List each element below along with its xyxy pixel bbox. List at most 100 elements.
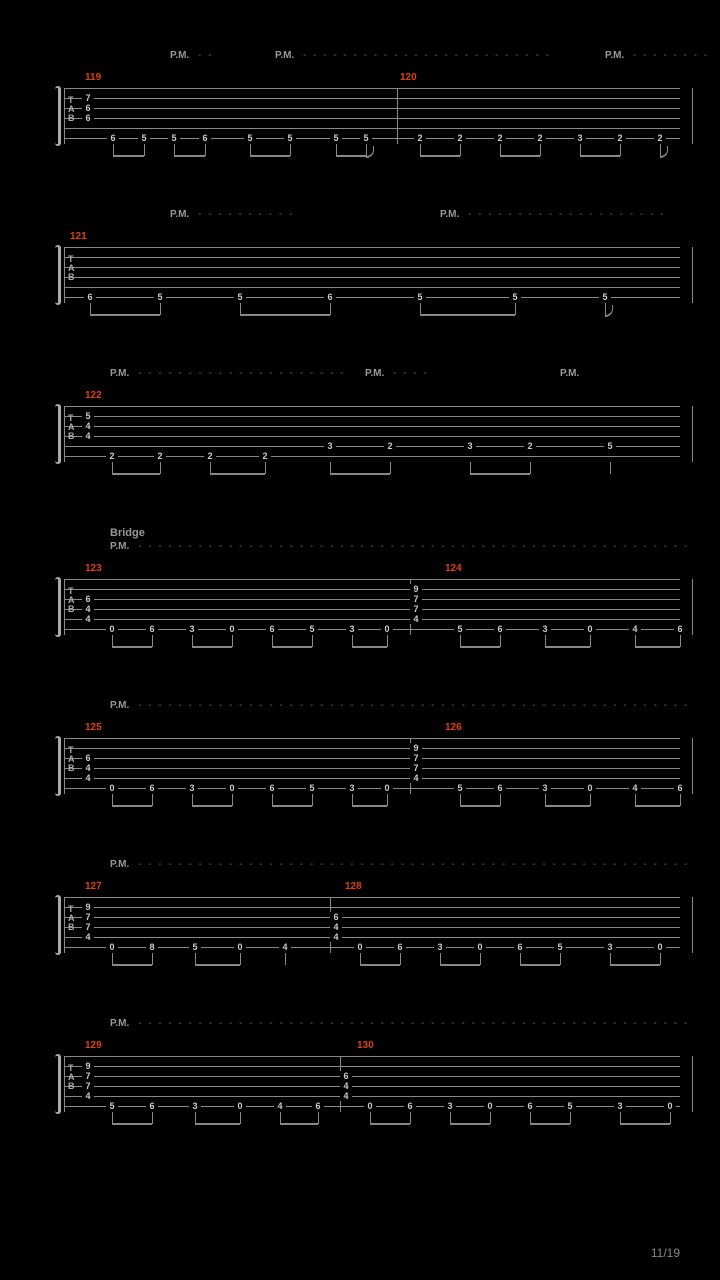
fret-number: 4: [330, 932, 342, 942]
beam: [280, 1123, 318, 1125]
beam: [352, 805, 387, 807]
pm-annotation-row: P.M.- - - - - - - - - - - - - - |P.M.- -…: [40, 209, 680, 227]
pm-dash: - - - - - - - - - - - - - - - - - - - - …: [138, 700, 688, 711]
staff-line: [64, 88, 680, 89]
measure-number: 119: [85, 72, 101, 83]
bar-line: [64, 579, 65, 635]
fret-number: 6: [199, 133, 211, 143]
fret-number: 7: [82, 1071, 94, 1081]
measure-number-row: 127128: [40, 881, 680, 895]
stem: [500, 794, 501, 806]
fret-number: 0: [484, 1101, 496, 1111]
fret-number: 9: [82, 1061, 94, 1071]
beam: [210, 473, 265, 475]
beam: [360, 964, 400, 966]
fret-number: 0: [106, 624, 118, 634]
tab-clef: TAB: [68, 1064, 74, 1091]
beam: [195, 964, 240, 966]
stem: [490, 1112, 491, 1124]
fret-number: 7: [410, 763, 422, 773]
fret-number: 4: [279, 942, 291, 952]
fret-number: 6: [82, 103, 94, 113]
pm-dash: - - - - - |: [393, 368, 433, 379]
fret-number: 5: [330, 133, 342, 143]
fret-number: 5: [244, 133, 256, 143]
stem: [152, 635, 153, 647]
stem: [680, 794, 681, 806]
fret-number: 3: [186, 783, 198, 793]
stem: [530, 462, 531, 474]
beam: [635, 805, 680, 807]
pm-dash: - - - - - - - - - - - - - - - - - - - - …: [468, 209, 668, 220]
stem: [460, 144, 461, 156]
stem: [152, 794, 153, 806]
staff-line: [64, 619, 680, 620]
beam: [420, 314, 515, 316]
fret-number: 7: [410, 604, 422, 614]
beam: [112, 805, 152, 807]
stem: [265, 462, 266, 474]
staff-line: [64, 446, 680, 447]
fret-number: 5: [306, 783, 318, 793]
fret-number: 6: [524, 1101, 536, 1111]
tab-clef: TAB: [68, 746, 74, 773]
fret-number: 0: [234, 1101, 246, 1111]
fret-number: 2: [524, 441, 536, 451]
tab-staff: TAB977464456304606306530: [40, 1056, 680, 1112]
tab-system: P.M.- - - - - - - - - - - - - - |P.M.- -…: [40, 209, 680, 323]
bar-line: [692, 738, 693, 794]
fret-number: 0: [234, 942, 246, 952]
measure-number: 125: [85, 722, 102, 733]
stem: [160, 303, 161, 315]
fret-number: 2: [384, 441, 396, 451]
pm-label: P.M.: [170, 209, 189, 220]
staff-line: [64, 247, 680, 248]
staff-line: [64, 128, 680, 129]
fret-number: 3: [444, 1101, 456, 1111]
fret-number: 9: [410, 584, 422, 594]
pm-dash: - - - - - - - - - - - - - - - - - - - - …: [138, 541, 688, 552]
stem: [240, 953, 241, 965]
bar-line: [64, 406, 65, 462]
staff-line: [64, 907, 680, 908]
fret-number: 5: [82, 411, 94, 421]
stem: [590, 794, 591, 806]
fret-number: 2: [154, 451, 166, 461]
tab-clef: TAB: [68, 96, 74, 123]
beam-row: [64, 144, 680, 164]
measure-number: 127: [85, 881, 102, 892]
stem: [318, 1112, 319, 1124]
tab-system: P.M.- - - - - - - - - - - - - - - - - - …: [40, 368, 680, 482]
beam-row: [64, 794, 680, 814]
fret-number: 0: [364, 1101, 376, 1111]
bar-line: [64, 738, 65, 794]
measure-number-row: 125126: [40, 722, 680, 736]
fret-number: 4: [82, 773, 94, 783]
fret-number: 4: [340, 1091, 352, 1101]
fret-number: 5: [284, 133, 296, 143]
fret-number: 7: [410, 753, 422, 763]
fret-number: 3: [434, 942, 446, 952]
tab-clef: TAB: [68, 255, 74, 282]
fret-number: 2: [414, 133, 426, 143]
fret-number: 2: [654, 133, 666, 143]
staff-bracket: [58, 579, 61, 635]
beam: [450, 1123, 490, 1125]
pm-dash: - - - - - - - - - - - - - - - - - - - - …: [138, 1018, 688, 1029]
tab-system: P.M.- - - - - - - - - - - - - - - - - - …: [40, 700, 680, 814]
fret-number: 6: [107, 133, 119, 143]
pm-label: P.M.: [440, 209, 459, 220]
fret-number: 5: [138, 133, 150, 143]
fret-number: 0: [226, 624, 238, 634]
fret-number: 2: [614, 133, 626, 143]
staff-line: [64, 768, 680, 769]
pm-annotation-row: P.M.- - - - - - - - - - - - - - - - - - …: [40, 700, 680, 718]
bar-line: [64, 1056, 65, 1112]
beam: [195, 1123, 240, 1125]
fret-number: 0: [106, 942, 118, 952]
staff-line: [64, 1086, 680, 1087]
measure-number-row: 122: [40, 390, 680, 404]
beam: [500, 155, 540, 157]
staff-line: [64, 277, 680, 278]
stem: [570, 1112, 571, 1124]
